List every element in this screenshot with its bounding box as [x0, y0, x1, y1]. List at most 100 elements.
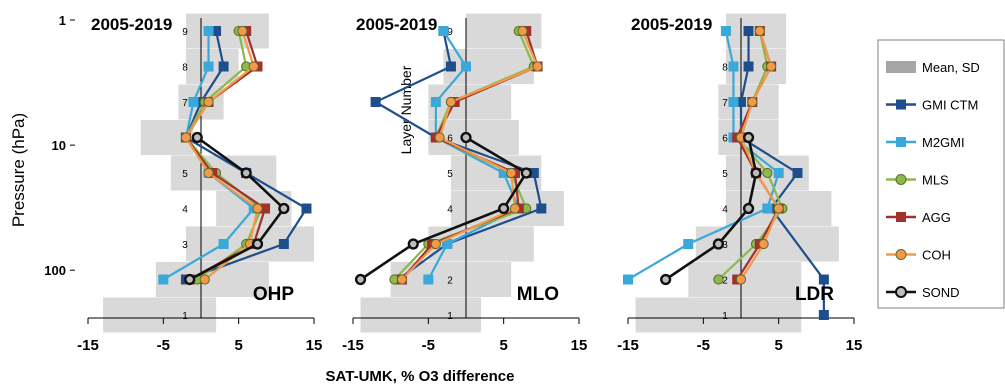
- layer-label: 3: [722, 240, 728, 251]
- series-point-mls: [762, 167, 773, 179]
- series-point-m2gmi: [773, 168, 784, 178]
- x-tick-label: 15: [306, 337, 323, 354]
- series-line-agg: [184, 30, 267, 281]
- series-point-m2gmi: [762, 203, 773, 214]
- layer-label: 6: [722, 134, 728, 145]
- series-point-sond-fill: [278, 203, 290, 214]
- series-point-sond-fill: [743, 203, 754, 214]
- series-line-mls: [184, 30, 263, 281]
- legend-label-mls: MLS: [922, 173, 949, 188]
- series-line-gmi: [373, 30, 543, 281]
- series-point-m2gmi: [423, 274, 434, 285]
- layer-label: 5: [722, 169, 728, 180]
- series-point-coh: [517, 25, 528, 37]
- series-point-coh: [180, 132, 192, 143]
- series-point-sond-fill: [460, 132, 472, 143]
- y-tick-label: 1: [59, 13, 66, 28]
- x-tick-label: -5: [157, 337, 170, 354]
- series-point-m2gmi: [203, 61, 214, 72]
- series-point-mls: [713, 274, 724, 285]
- period-label: 2005-2019: [356, 15, 437, 34]
- site-label: OHP: [253, 284, 295, 305]
- y-axis-title: Pressure (hPa): [9, 113, 28, 227]
- series-point-coh: [766, 61, 777, 72]
- series-point-sond-fill: [521, 167, 532, 179]
- series-line-coh: [401, 30, 540, 281]
- series-point-coh: [252, 203, 263, 214]
- x-tick-label: -5: [697, 337, 710, 354]
- site-label: MLO: [517, 284, 559, 305]
- series-line-gmi: [184, 30, 309, 281]
- series-point-gmi: [370, 97, 381, 107]
- series-point-gmi: [818, 310, 829, 320]
- x-tick-label: 15: [571, 337, 588, 354]
- series-point-sond-fill: [184, 274, 195, 285]
- series-point-gmi: [536, 203, 547, 214]
- series-point-coh: [735, 274, 747, 285]
- x-axis-title: SAT-UMK, % O3 difference: [326, 368, 515, 385]
- series-point-m2gmi: [430, 97, 441, 107]
- layer-label: 1: [722, 311, 728, 322]
- series-point-m2gmi: [188, 97, 199, 107]
- series-point-sond-fill: [750, 167, 762, 179]
- series-point-gmi: [445, 61, 456, 72]
- legend-label-m2gmi: M2GMI: [922, 135, 965, 150]
- series-point-m2gmi: [683, 239, 694, 249]
- period-label: 2005-2019: [91, 15, 172, 34]
- series-point-coh: [758, 238, 769, 250]
- series-point-m2gmi: [728, 97, 739, 107]
- layer-label: 2: [447, 276, 453, 287]
- layer-label: 7: [182, 98, 188, 109]
- layer-label: 1: [447, 311, 453, 322]
- series-point-m2gmi: [461, 61, 471, 72]
- x-tick-label: -5: [422, 337, 435, 354]
- layer-label: 4: [722, 205, 728, 216]
- series-point-sond-fill: [252, 238, 263, 250]
- series-point-sond-fill: [355, 274, 366, 285]
- series-point-m2gmi: [218, 239, 229, 249]
- series-point-sond-fill: [498, 203, 509, 214]
- layer-label: 3: [182, 240, 188, 251]
- legend-marker-m2gmi: [896, 137, 906, 147]
- layer-number-title: Layer Number: [398, 65, 414, 154]
- series-point-sond-fill: [408, 238, 419, 250]
- series-point-m2gmi: [203, 26, 214, 36]
- legend-marker-coh: [895, 249, 907, 260]
- series-point-coh: [248, 61, 259, 72]
- series-point-m2gmi: [623, 274, 633, 285]
- layer-label: 8: [182, 63, 188, 74]
- layer-label: 7: [722, 98, 728, 109]
- x-tick-label: -15: [617, 337, 639, 354]
- series-line-m2gmi: [627, 30, 780, 281]
- layer-label: 5: [447, 169, 453, 180]
- series-line-coh: [184, 30, 259, 281]
- legend-marker-sond: [895, 286, 907, 298]
- layer-label: 2: [722, 276, 728, 287]
- series-point-m2gmi: [158, 274, 169, 285]
- series-point-gmi: [818, 274, 829, 285]
- series-point-coh: [509, 203, 521, 214]
- series-line-m2gmi: [427, 30, 521, 281]
- legend-frame: [877, 39, 1005, 309]
- sd-band: [103, 297, 217, 333]
- series-point-m2gmi: [728, 61, 739, 72]
- layer-label: 5: [182, 169, 188, 180]
- y-tick-label: 10: [52, 138, 66, 153]
- sd-band: [635, 297, 802, 333]
- series-point-coh: [396, 274, 408, 285]
- x-tick-label: 5: [774, 337, 782, 354]
- panels-group: -15-55151234567892005-2019OHP-15-5515123…: [77, 13, 862, 354]
- sd-band: [428, 84, 512, 120]
- layer-label: 8: [722, 63, 728, 74]
- y-tick-label: 100: [44, 263, 66, 278]
- layer-label: 4: [182, 205, 188, 216]
- x-tick-label: -15: [342, 337, 364, 354]
- series-point-gmi: [743, 61, 754, 72]
- series-line-coh: [739, 30, 780, 281]
- series-point-coh: [203, 167, 214, 179]
- series-point-coh: [506, 167, 517, 179]
